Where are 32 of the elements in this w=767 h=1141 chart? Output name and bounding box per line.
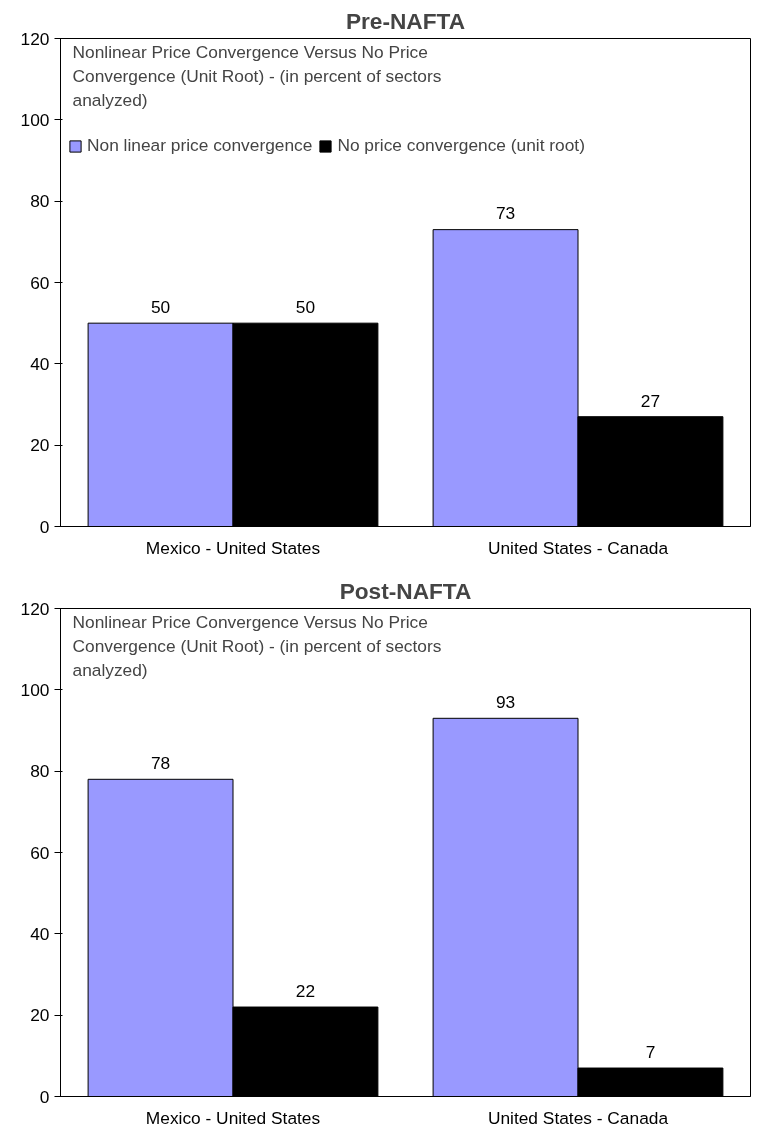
data-label: 50 (295, 297, 316, 317)
data-label: 50 (150, 297, 171, 317)
legend-label: Non linear price convergence (87, 135, 313, 156)
y-tick-label: 20 (30, 435, 50, 456)
x-tick-label: Mexico - United States (145, 1107, 321, 1128)
x-tick-label: United States - Canada (487, 1107, 669, 1128)
y-tick-label: 60 (30, 272, 50, 293)
y-tick-label: 60 (30, 842, 50, 863)
data-label: 22 (295, 980, 316, 1001)
annotation: Nonlinear Price Convergence Versus No Price Convergence (Unit Root) - (in percent of sectors analyzed) (72, 41, 442, 110)
y-tick-label: 100 (20, 109, 50, 130)
y-tick-label: 20 (30, 1005, 50, 1026)
y-tick-label: 40 (30, 923, 50, 944)
chart-title: Post-NAFTA (339, 577, 472, 604)
data-label: 7 (645, 1041, 656, 1062)
data-label: 78 (150, 753, 171, 774)
y-tick-label: 0 (39, 516, 50, 537)
y-tick-label: 0 (39, 1086, 50, 1107)
y-tick-label: 80 (30, 761, 50, 782)
y-tick-label: 100 (20, 679, 50, 700)
y-tick-label: 120 (20, 598, 50, 619)
chart-title: Pre-NAFTA (345, 7, 466, 34)
y-tick-label: 120 (20, 28, 50, 49)
x-tick-label: Mexico - United States (145, 537, 321, 558)
data-label: 73 (495, 203, 516, 224)
y-tick-label: 80 (30, 191, 50, 212)
data-label: 27 (640, 390, 661, 411)
annotation: Nonlinear Price Convergence Versus No Price Convergence (Unit Root) - (in percent of sectors analyzed) (72, 611, 442, 680)
x-tick-label: United States - Canada (487, 537, 669, 558)
data-label: 93 (495, 692, 516, 713)
legend-label: No price convergence (unit root) (337, 135, 585, 156)
y-tick-label: 40 (30, 353, 50, 374)
